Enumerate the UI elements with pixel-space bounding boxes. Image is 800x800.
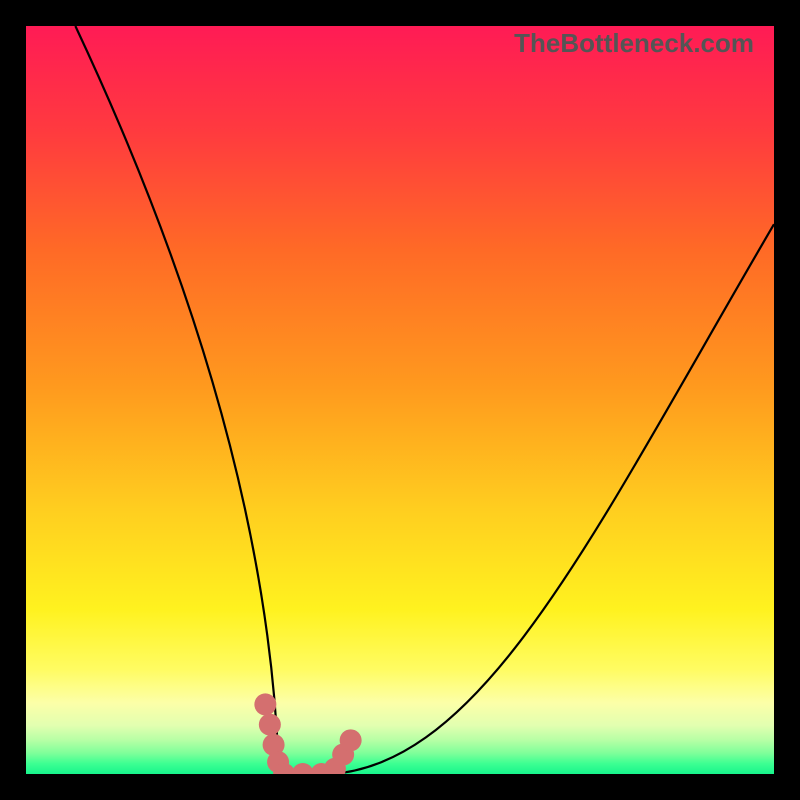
marker-point <box>259 714 281 736</box>
marker-point <box>254 693 276 715</box>
outer-frame: TheBottleneck.com <box>0 0 800 800</box>
watermark-text: TheBottleneck.com <box>514 28 754 59</box>
chart-svg <box>26 26 774 774</box>
gradient-background <box>26 26 774 774</box>
plot-area <box>26 26 774 774</box>
marker-point <box>340 729 362 751</box>
